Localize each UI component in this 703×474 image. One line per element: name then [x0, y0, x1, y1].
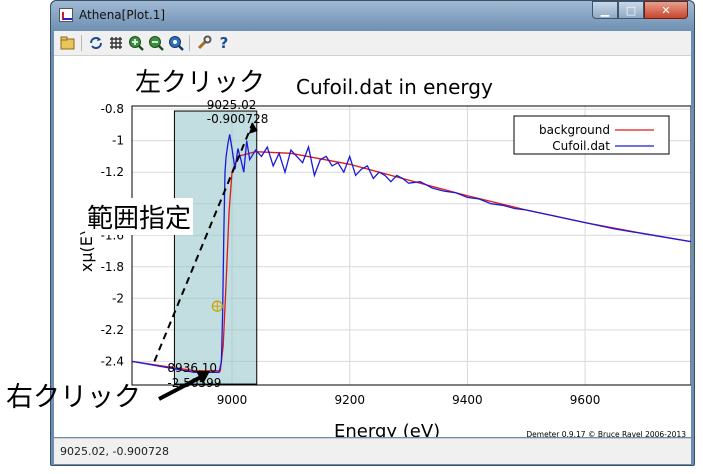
- marker-top-x-label: 9025.02: [207, 98, 257, 112]
- status-bar: 9025.02, -0.900728: [54, 438, 691, 464]
- plot-frame: [131, 105, 691, 386]
- dashed-arrow: [153, 122, 254, 362]
- toolbar: ?: [54, 31, 691, 56]
- minimize-button[interactable]: ▁: [592, 1, 618, 19]
- credit-text: Demeter 0.9.17 © Bruce Ravel 2006-2013: [526, 430, 686, 437]
- maximize-button[interactable]: □: [618, 1, 644, 19]
- legend-label: background: [539, 123, 610, 137]
- athena-plot-window: Athena[Plot.1] ▁ □ ✕ ?: [50, 0, 695, 466]
- zoom-reset-icon[interactable]: [167, 34, 185, 52]
- selection-box: [173, 110, 258, 385]
- refresh-icon[interactable]: [87, 34, 105, 52]
- marker-bottom-x-label: 8936.10: [167, 361, 217, 375]
- x-tick-label: 9600: [570, 393, 601, 407]
- window-title: Athena[Plot.1]: [79, 8, 166, 22]
- x-tick-label: 9000: [217, 393, 248, 407]
- title-bar[interactable]: Athena[Plot.1] ▁ □ ✕: [51, 1, 694, 31]
- app-icon: [59, 8, 73, 22]
- y-tick-label: -2: [112, 291, 124, 305]
- y-tick-label: -1.8: [101, 260, 124, 274]
- zoom-out-icon[interactable]: [147, 34, 165, 52]
- chart-svg: 9000920094009600-0.8-1-1.2-1.4-1.6-1.8-2…: [77, 75, 691, 437]
- solid-arrow-head: [196, 371, 210, 384]
- marker-top-y-label: -0.900728: [207, 112, 269, 126]
- status-coordinates: 9025.02, -0.900728: [60, 445, 169, 458]
- zoom-in-icon[interactable]: [127, 34, 145, 52]
- y-tick-label: -1: [112, 134, 124, 148]
- y-tick-label: -2.2: [101, 323, 124, 337]
- y-tick-label: -0.8: [101, 102, 124, 116]
- x-tick-label: 9200: [334, 393, 365, 407]
- plot-area[interactable]: 9000920094009600-0.8-1-1.2-1.4-1.6-1.8-2…: [54, 56, 691, 437]
- open-folder-icon[interactable]: [59, 34, 77, 52]
- help-icon[interactable]: ?: [219, 34, 229, 52]
- grid-icon[interactable]: [107, 34, 125, 52]
- marker-bottom-y-label: -2.50599: [167, 376, 221, 390]
- range-annotation: 範囲指定: [85, 198, 194, 235]
- series-line-cufoil-dat: [131, 134, 691, 374]
- right-click-annotation: 右クリック: [6, 382, 141, 413]
- legend-box: [513, 115, 670, 155]
- y-tick-label: -2.4: [101, 354, 124, 368]
- legend-label: Cufoil.dat: [552, 139, 610, 153]
- dashed-arrow-head: [248, 122, 258, 134]
- y-axis-label: xμ(E): [77, 230, 96, 272]
- x-tick-label: 9400: [452, 393, 483, 407]
- close-button[interactable]: ✕: [644, 1, 688, 19]
- settings-icon[interactable]: [195, 34, 213, 52]
- y-tick-label: -1.2: [101, 165, 124, 179]
- x-axis-label: Energy (eV): [334, 421, 440, 437]
- plot-title: Cufoil.dat in energy: [296, 75, 493, 99]
- left-click-annotation: 左クリック: [135, 68, 266, 98]
- solid-arrow: [158, 375, 202, 401]
